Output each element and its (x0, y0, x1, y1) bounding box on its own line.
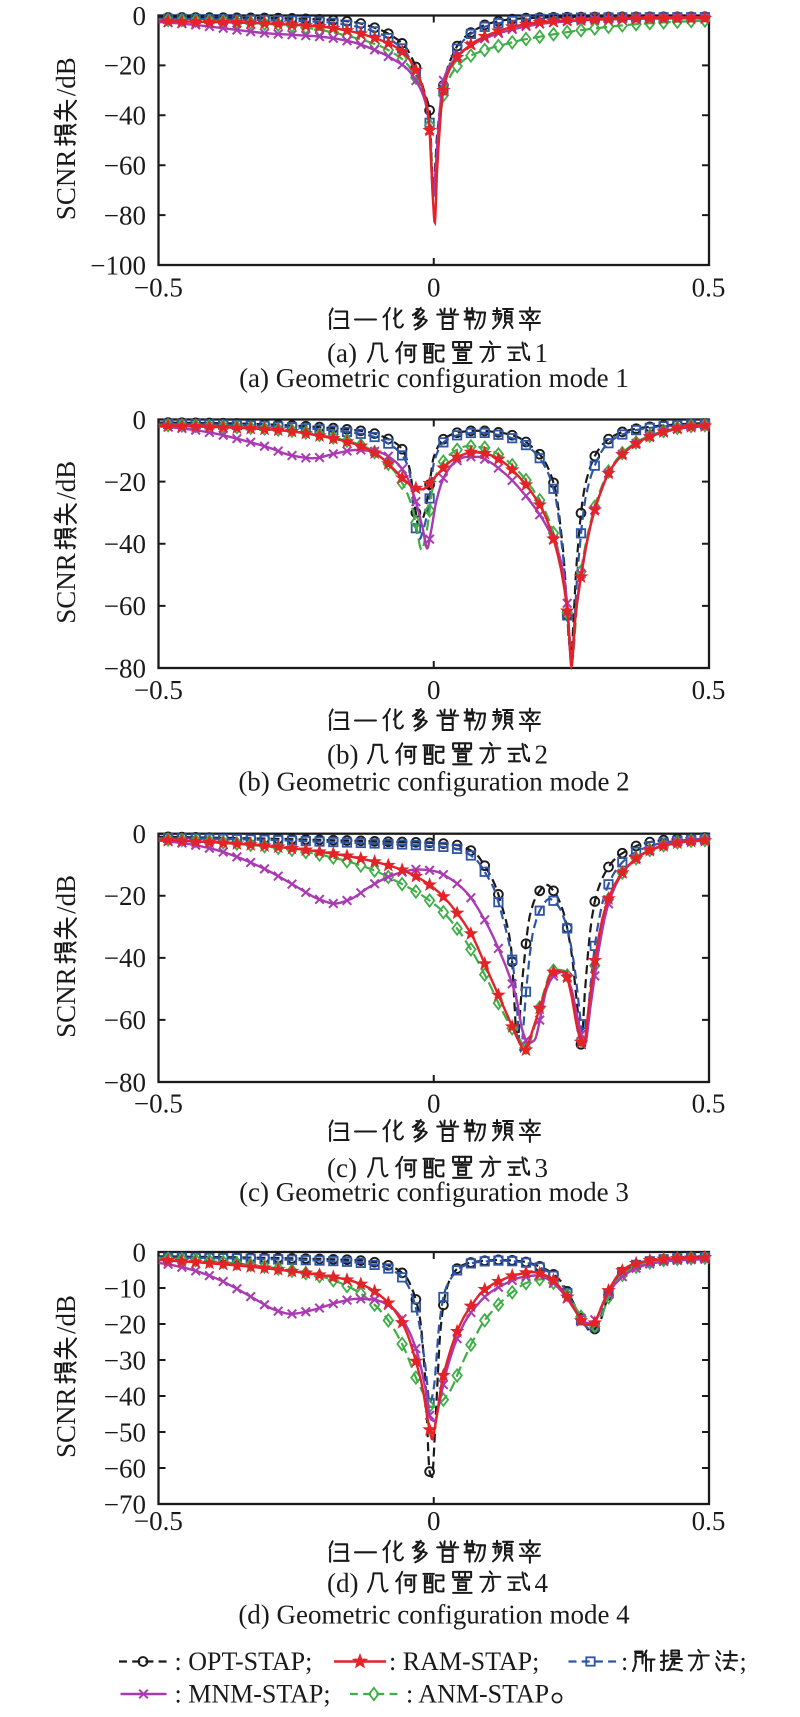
svg-text:(d) Geometric configuration mo: (d) Geometric configuration mode 4 (238, 1600, 630, 1630)
svg-text:/dB: /dB (51, 875, 81, 914)
svg-text:(b): (b) (327, 739, 358, 769)
svg-text:−40: −40 (104, 943, 146, 973)
svg-text:3: 3 (535, 1153, 549, 1183)
svg-text:SCNR: SCNR (51, 967, 81, 1038)
svg-text:0: 0 (133, 819, 147, 849)
svg-text:;: ; (740, 1647, 747, 1676)
svg-text:(a) Geometric configuration mo: (a) Geometric configuration mode 1 (239, 363, 629, 393)
svg-text::: : (621, 1647, 628, 1676)
svg-text:0: 0 (427, 1089, 441, 1119)
svg-text:1: 1 (535, 338, 549, 368)
svg-text:: MNM-STAP;: : MNM-STAP; (175, 1680, 331, 1709)
svg-text:SCNR: SCNR (51, 150, 81, 221)
svg-text:−60: −60 (104, 1005, 146, 1035)
svg-text:−30: −30 (104, 1345, 146, 1375)
svg-text:−40: −40 (104, 1381, 146, 1411)
svg-text:−60: −60 (104, 591, 146, 621)
svg-text:−10: −10 (104, 1273, 146, 1303)
svg-text:−100: −100 (90, 250, 146, 280)
svg-text:/dB: /dB (51, 461, 81, 500)
svg-text:−20: −20 (104, 467, 146, 497)
svg-text:−80: −80 (104, 1067, 146, 1097)
svg-text:−40: −40 (104, 529, 146, 559)
svg-text:−0.5: −0.5 (134, 1089, 183, 1119)
svg-text:−20: −20 (104, 51, 146, 81)
svg-text:−80: −80 (104, 653, 146, 683)
svg-text:: RAM-STAP;: : RAM-STAP; (389, 1647, 539, 1676)
svg-text:(d): (d) (327, 1568, 358, 1598)
svg-text:(b) Geometric configuration mo: (b) Geometric configuration mode 2 (238, 766, 629, 796)
svg-text:: OPT-STAP;: : OPT-STAP; (175, 1647, 313, 1676)
svg-text:0.5: 0.5 (692, 1089, 726, 1119)
svg-text:−60: −60 (104, 1453, 146, 1483)
svg-text:0.5: 0.5 (692, 273, 726, 303)
svg-text:: ANM-STAP: : ANM-STAP (406, 1680, 549, 1709)
svg-text:SCNR: SCNR (51, 1387, 81, 1458)
svg-text:0: 0 (427, 675, 441, 705)
svg-text:−60: −60 (104, 151, 146, 181)
svg-text:−50: −50 (104, 1417, 146, 1447)
svg-text:0.5: 0.5 (692, 675, 726, 705)
svg-text:(c): (c) (327, 1153, 357, 1183)
svg-text:0: 0 (133, 1, 147, 31)
svg-text:(c) Geometric configuration mo: (c) Geometric configuration mode 3 (239, 1177, 629, 1207)
svg-text:0: 0 (133, 405, 147, 435)
svg-text:−70: −70 (104, 1489, 146, 1519)
svg-text:(a): (a) (327, 338, 357, 368)
svg-text:SCNR: SCNR (51, 553, 81, 624)
svg-text:0.5: 0.5 (692, 1506, 726, 1536)
svg-text:−20: −20 (104, 1309, 146, 1339)
svg-text:0: 0 (427, 1506, 441, 1536)
svg-text:/dB: /dB (51, 1295, 81, 1334)
svg-text:−0.5: −0.5 (134, 273, 183, 303)
svg-text:0: 0 (427, 273, 441, 303)
svg-text:−20: −20 (104, 881, 146, 911)
svg-text:2: 2 (535, 739, 549, 769)
svg-text:−40: −40 (104, 101, 146, 131)
svg-text:/dB: /dB (51, 57, 81, 96)
svg-text:4: 4 (535, 1568, 549, 1598)
svg-text:−0.5: −0.5 (134, 1506, 183, 1536)
svg-text:−80: −80 (104, 200, 146, 230)
svg-text:−0.5: −0.5 (134, 675, 183, 705)
svg-text:0: 0 (133, 1237, 147, 1267)
